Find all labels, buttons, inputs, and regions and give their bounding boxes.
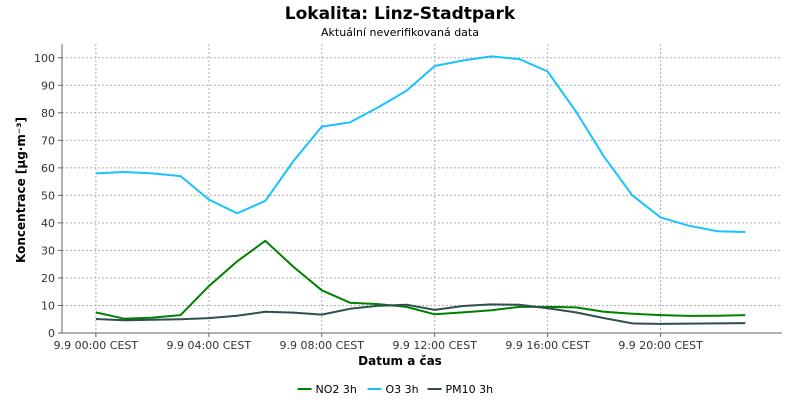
legend-label: NO2 3h <box>316 383 357 396</box>
y-tick-label: 20 <box>41 272 55 285</box>
series-no2-3h <box>95 239 746 320</box>
y-tick-label: 30 <box>41 244 55 257</box>
legend-label: O3 3h <box>386 383 419 396</box>
series-line <box>95 55 746 233</box>
y-axis-label: Koncentrace [µg·m⁻³] <box>14 117 28 263</box>
y-tick-label: 80 <box>41 107 55 120</box>
y-tick-label: 60 <box>41 162 55 175</box>
y-tick-label: 0 <box>48 327 55 340</box>
legend-item: NO2 3h <box>297 383 357 396</box>
y-tick-label: 100 <box>34 52 55 65</box>
x-axis-label: Datum a čas <box>358 354 442 368</box>
series-pm10-3h <box>95 303 746 325</box>
y-tick-label: 70 <box>41 134 55 147</box>
axes <box>61 44 782 334</box>
x-ticks: 9.9 00:00 CEST 9.9 04:00 CEST 9.9 08:00 CE… <box>54 333 703 352</box>
legend: NO2 3h O3 3h PM10 3h <box>297 383 494 396</box>
x-tick-label: 9.9 16:00 CEST <box>505 339 590 352</box>
series-line <box>95 239 746 320</box>
y-tick-label: 10 <box>41 299 55 312</box>
legend-item: PM10 3h <box>427 383 494 396</box>
series-line <box>95 303 746 325</box>
x-tick-label: 9.9 12:00 CEST <box>392 339 477 352</box>
y-ticks: 0 10 20 30 40 50 60 70 80 90 100 <box>34 52 62 340</box>
y-tick-label: 40 <box>41 217 55 230</box>
legend-item: O3 3h <box>367 383 419 396</box>
legend-label: PM10 3h <box>446 383 494 396</box>
x-tick-label: 9.9 00:00 CEST <box>54 339 139 352</box>
x-tick-label: 9.9 04:00 CEST <box>167 339 252 352</box>
y-tick-label: 90 <box>41 79 55 92</box>
x-tick-label: 9.9 20:00 CEST <box>618 339 703 352</box>
y-tick-label: 50 <box>41 189 55 202</box>
series <box>95 55 746 325</box>
x-tick-label: 9.9 08:00 CEST <box>279 339 364 352</box>
chart-title: Lokalita: Linz-Stadtpark <box>285 4 516 24</box>
series-o3-3h <box>95 55 746 233</box>
chart-subtitle: Aktuální neverifikovaná data <box>321 26 479 39</box>
grid <box>62 44 782 333</box>
